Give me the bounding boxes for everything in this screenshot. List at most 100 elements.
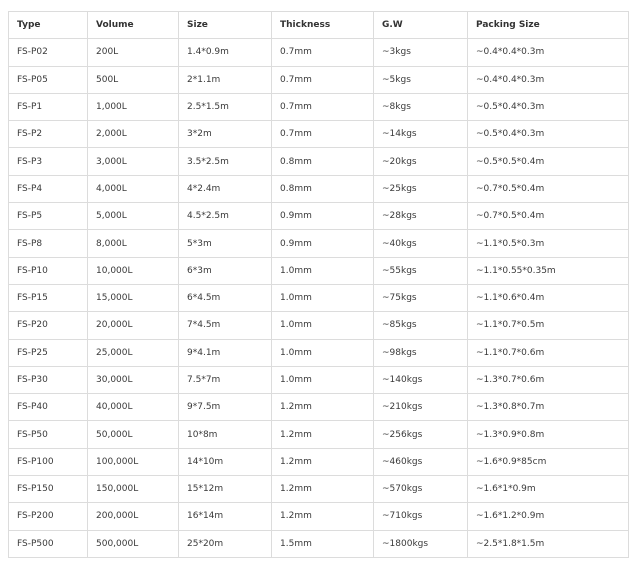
header-cell: Size <box>178 10 272 40</box>
header-cell: Packing Size <box>467 10 629 40</box>
table-body: FS-P02 200L 1.4*0.9m 0.7mm ~3kgs ~0.4*0.4*0.3… <box>8 38 629 558</box>
table-cell: ~0.7*0.5*0.4m <box>467 202 629 231</box>
table-row: FS-P1 1,000L 2.5*1.5m 0.7mm ~8kgs ~0.5*0.4*0.… <box>8 92 629 122</box>
table-cell: ~140kgs <box>373 365 468 395</box>
table-cell: FS-P15 <box>8 283 88 313</box>
table-cell: 200,000L <box>87 502 179 531</box>
table-cell: 50,000L <box>87 420 179 449</box>
table-cell: 40,000L <box>87 393 179 422</box>
table-cell: FS-P20 <box>8 311 88 340</box>
table-cell: ~0.4*0.4*0.3m <box>467 65 629 94</box>
table-cell: 3,000L <box>87 147 179 176</box>
table-cell: 1.4*0.9m <box>178 38 272 67</box>
table-cell: 15*12m <box>178 475 272 504</box>
table-cell: ~0.4*0.4*0.3m <box>467 38 629 67</box>
table-cell: 15,000L <box>87 283 179 313</box>
table-row: FS-P2 2,000L 3*2m 0.7mm ~14kgs ~0.5*0.4*0.3m <box>8 120 629 149</box>
table-row: FS-P5 5,000L 4.5*2.5m 0.9mm ~28kgs ~0.7*0.5*0… <box>8 202 629 231</box>
table-cell: ~5kgs <box>373 65 468 94</box>
table-cell: ~8kgs <box>373 92 468 122</box>
table-cell: 6*3m <box>178 256 272 285</box>
table-cell: 4.5*2.5m <box>178 202 272 231</box>
table-cell: 1.0mm <box>271 365 374 395</box>
table-cell: 7*4.5m <box>178 311 272 340</box>
table-cell: 7.5*7m <box>178 365 272 395</box>
table-cell: 0.7mm <box>271 65 374 94</box>
table-cell: ~14kgs <box>373 120 468 149</box>
table-cell: 0.7mm <box>271 120 374 149</box>
table-row: FS-P500 500,000L 25*20m 1.5mm ~1800kgs ~2.5*1… <box>8 529 629 558</box>
table-cell: 2,000L <box>87 120 179 149</box>
table-row: FS-P15 15,000L 6*4.5m 1.0mm ~75kgs ~1.1*0.6*0… <box>8 283 629 313</box>
table-cell: ~0.7*0.5*0.4m <box>467 174 629 204</box>
table-cell: FS-P02 <box>8 38 88 67</box>
table-cell: 1.0mm <box>271 256 374 285</box>
table-row: FS-P200 200,000L 16*14m 1.2mm ~710kgs ~1.6*1.… <box>8 502 629 531</box>
table-row: FS-P20 20,000L 7*4.5m 1.0mm ~85kgs ~1.1*0.7*0… <box>8 311 629 340</box>
table-cell: FS-P8 <box>8 229 88 258</box>
table-cell: ~28kgs <box>373 202 468 231</box>
table-cell: FS-P10 <box>8 256 88 285</box>
table-cell: ~0.5*0.4*0.3m <box>467 92 629 122</box>
table-cell: ~98kgs <box>373 338 468 367</box>
table-cell: FS-P25 <box>8 338 88 367</box>
table-row: FS-P100 100,000L 14*10m 1.2mm ~460kgs ~1.6*0.… <box>8 447 629 477</box>
table-cell: ~210kgs <box>373 393 468 422</box>
table-cell: 1.2mm <box>271 447 374 477</box>
table-cell: 3.5*2.5m <box>178 147 272 176</box>
header-cell: Volume <box>87 10 179 40</box>
table-cell: ~1.1*0.5*0.3m <box>467 229 629 258</box>
table-cell: 8,000L <box>87 229 179 258</box>
table-cell: 2.5*1.5m <box>178 92 272 122</box>
table-cell: 9*4.1m <box>178 338 272 367</box>
table-cell: 0.8mm <box>271 174 374 204</box>
table-cell: FS-P1 <box>8 92 88 122</box>
table-cell: 5*3m <box>178 229 272 258</box>
table-cell: 0.7mm <box>271 38 374 67</box>
header-cell: G.W <box>373 10 468 40</box>
table-cell: 14*10m <box>178 447 272 477</box>
header-row: Type Volume Size Thickness G.W Packing Size <box>8 10 629 40</box>
table-cell: ~25kgs <box>373 174 468 204</box>
table-row: FS-P25 25,000L 9*4.1m 1.0mm ~98kgs ~1.1*0.7*0… <box>8 338 629 367</box>
table-cell: 0.9mm <box>271 202 374 231</box>
table-row: FS-P40 40,000L 9*7.5m 1.2mm ~210kgs ~1.3*0.8*… <box>8 393 629 422</box>
table-cell: ~55kgs <box>373 256 468 285</box>
table-cell: FS-P5 <box>8 202 88 231</box>
table-cell: 1.0mm <box>271 311 374 340</box>
table-cell: 6*4.5m <box>178 283 272 313</box>
table-cell: FS-P3 <box>8 147 88 176</box>
table-cell: ~40kgs <box>373 229 468 258</box>
table-row: FS-P4 4,000L 4*2.4m 0.8mm ~25kgs ~0.7*0.5*0.4… <box>8 174 629 204</box>
table-cell: ~75kgs <box>373 283 468 313</box>
spec-table: Type Volume Size Thickness G.W Packing Size F… <box>8 10 629 558</box>
table-cell: ~2.5*1.8*1.5m <box>467 529 629 558</box>
table-cell: 1.5mm <box>271 529 374 558</box>
table-cell: 1,000L <box>87 92 179 122</box>
table-cell: ~1.6*0.9*85cm <box>467 447 629 477</box>
table-cell: 10,000L <box>87 256 179 285</box>
table-cell: ~570kgs <box>373 475 468 504</box>
table-cell: ~1.1*0.7*0.5m <box>467 311 629 340</box>
table-row: FS-P8 8,000L 5*3m 0.9mm ~40kgs ~1.1*0.5*0.3m <box>8 229 629 258</box>
table-cell: FS-P4 <box>8 174 88 204</box>
table-cell: ~0.5*0.4*0.3m <box>467 120 629 149</box>
table-cell: FS-P05 <box>8 65 88 94</box>
table-cell: ~1.6*1*0.9m <box>467 475 629 504</box>
table-row: FS-P10 10,000L 6*3m 1.0mm ~55kgs ~1.1*0.55*0.… <box>8 256 629 285</box>
table-cell: 500L <box>87 65 179 94</box>
table-cell: 3*2m <box>178 120 272 149</box>
table-cell: FS-P200 <box>8 502 88 531</box>
table-cell: 5,000L <box>87 202 179 231</box>
table-cell: 16*14m <box>178 502 272 531</box>
table-cell: ~3kgs <box>373 38 468 67</box>
table-cell: FS-P100 <box>8 447 88 477</box>
table-cell: FS-P500 <box>8 529 88 558</box>
table-cell: ~1.1*0.55*0.35m <box>467 256 629 285</box>
table-cell: FS-P2 <box>8 120 88 149</box>
table-cell: 1.2mm <box>271 502 374 531</box>
table-cell: ~460kgs <box>373 447 468 477</box>
table-cell: FS-P30 <box>8 365 88 395</box>
table-row: FS-P30 30,000L 7.5*7m 1.0mm ~140kgs ~1.3*0.7*… <box>8 365 629 395</box>
